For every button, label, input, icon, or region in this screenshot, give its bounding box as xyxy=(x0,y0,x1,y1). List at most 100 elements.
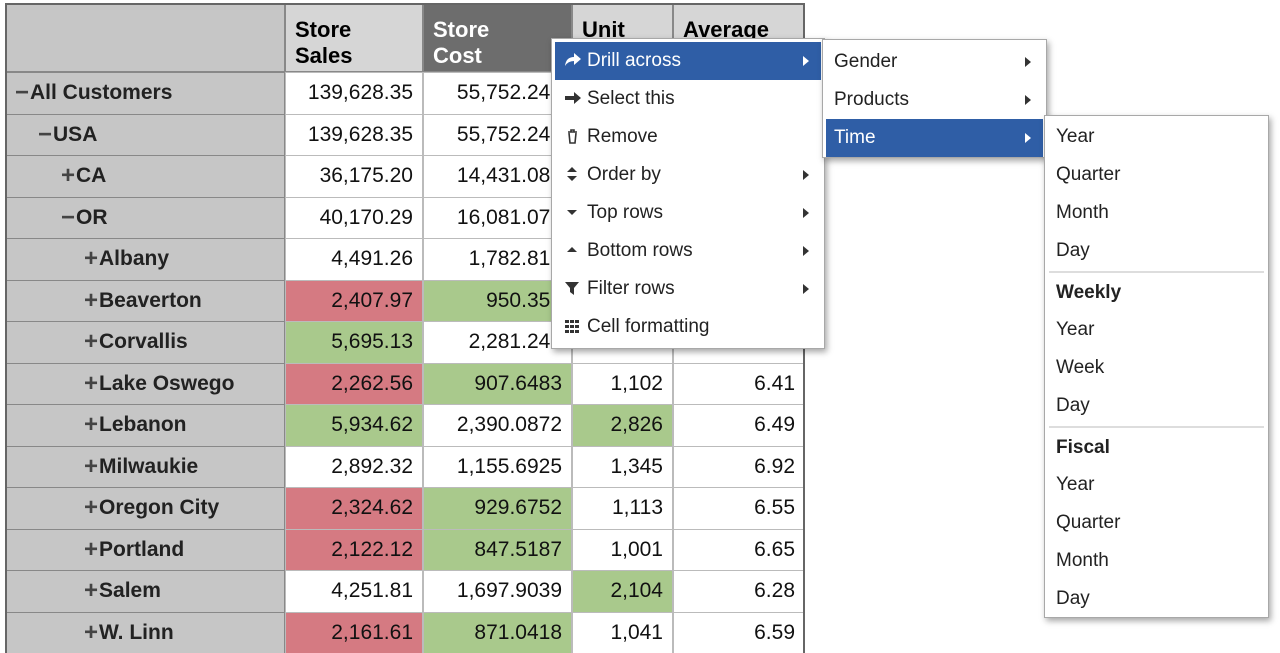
row-header[interactable]: + Beaverton xyxy=(6,279,285,322)
expand-toggle[interactable]: + xyxy=(84,618,99,646)
data-cell: 4,251.81 xyxy=(285,570,423,613)
menu-item[interactable]: Products xyxy=(826,81,1043,119)
menu-icon xyxy=(567,167,577,181)
expand-toggle[interactable]: + xyxy=(84,452,99,480)
expand-toggle[interactable]: + xyxy=(84,411,99,439)
row-header[interactable]: − USA xyxy=(6,113,285,156)
context-menu: Year Quarter Month Day Weekly Year Week Day Fisc… xyxy=(1044,115,1269,618)
menu-item[interactable]: Filter rows xyxy=(555,270,821,308)
menu-item[interactable]: Year xyxy=(1048,118,1265,156)
menu-item[interactable]: Gender xyxy=(826,43,1043,81)
submenu-arrow xyxy=(803,208,809,218)
menu-icon xyxy=(568,129,577,144)
cell-value: 1,001 xyxy=(610,537,663,561)
menu-item[interactable]: Day xyxy=(1048,232,1265,270)
expand-toggle[interactable]: + xyxy=(84,245,99,273)
expand-toggle[interactable]: + xyxy=(84,535,99,563)
menu-item[interactable]: Drill across xyxy=(555,42,821,80)
menu-item[interactable]: Month xyxy=(1048,194,1265,232)
expand-toggle[interactable]: + xyxy=(84,369,99,397)
menu-item[interactable]: Top rows xyxy=(555,194,821,232)
menu-label: Day xyxy=(1056,240,1090,261)
column-header[interactable]: Store Sales xyxy=(285,4,423,72)
menu-separator xyxy=(1049,271,1264,273)
menu-item[interactable]: Select this xyxy=(555,80,821,118)
cell-value: 6.59 xyxy=(754,620,795,644)
menu-item[interactable]: Week xyxy=(1048,349,1265,387)
data-cell: 2,122.12 xyxy=(285,528,423,571)
menu-label: Month xyxy=(1056,550,1109,571)
row-label: OR xyxy=(76,205,108,229)
row-label: Salem xyxy=(99,579,161,603)
data-cell: 6.92 xyxy=(673,445,805,488)
cell-value: 1,697.9039 xyxy=(456,579,562,603)
header-text: Store Cost xyxy=(433,17,490,68)
data-cell: 6.41 xyxy=(673,362,805,405)
cell-value: 2,104 xyxy=(610,579,663,603)
row-header[interactable]: + W. Linn xyxy=(6,611,285,653)
data-cell: 1,113 xyxy=(572,487,673,530)
context-menu: Drill across Select this Remove Order by Top… xyxy=(551,38,825,349)
heading-text: Fiscal xyxy=(1056,437,1110,458)
cell-value: 2,826 xyxy=(610,413,663,437)
cell-value: 139,628.35 xyxy=(307,81,413,105)
data-cell: 2,281.248 xyxy=(423,321,572,364)
menu-icon xyxy=(565,92,581,104)
data-cell: 2,104 xyxy=(572,570,673,613)
expand-toggle[interactable]: − xyxy=(38,120,53,148)
menu-heading: Weekly xyxy=(1048,274,1265,312)
row-header[interactable]: + Oregon City xyxy=(6,487,285,530)
expand-toggle[interactable]: + xyxy=(84,494,99,522)
row-header[interactable]: + Lake Oswego xyxy=(6,362,285,405)
expand-toggle[interactable]: + xyxy=(84,328,99,356)
cell-value: 1,113 xyxy=(612,496,663,520)
column-header[interactable] xyxy=(6,4,285,72)
cell-value: 16,081.073 xyxy=(456,205,562,229)
context-menu: Gender Products Time xyxy=(822,39,1047,158)
cell-value: 6.28 xyxy=(754,579,795,603)
menu-item[interactable]: Time xyxy=(826,119,1043,157)
menu-label: Cell formatting xyxy=(587,316,710,337)
menu-item[interactable]: Bottom rows xyxy=(555,232,821,270)
column-header[interactable]: Store Cost xyxy=(423,4,572,72)
cell-value: 5,934.62 xyxy=(331,413,413,437)
cell-value: 1,345 xyxy=(610,454,663,478)
expand-toggle[interactable]: − xyxy=(15,79,30,107)
expand-toggle[interactable]: + xyxy=(61,162,76,190)
data-cell: 1,102 xyxy=(572,362,673,405)
cell-value: 1,782.817 xyxy=(468,247,562,271)
menu-item[interactable]: Remove xyxy=(555,118,821,156)
menu-item[interactable]: Month xyxy=(1048,542,1265,580)
expand-toggle[interactable]: + xyxy=(84,286,99,314)
submenu-arrow xyxy=(1025,95,1031,105)
data-cell: 1,782.817 xyxy=(423,238,572,281)
menu-item[interactable]: Order by xyxy=(555,156,821,194)
row-header[interactable]: + Salem xyxy=(6,570,285,613)
cell-value: 2,161.61 xyxy=(331,620,413,644)
menu-label: Week xyxy=(1056,357,1105,378)
cell-value: 6.55 xyxy=(754,496,795,520)
menu-item[interactable]: Day xyxy=(1048,580,1265,618)
row-header[interactable]: + Portland xyxy=(6,528,285,571)
row-header[interactable]: + Lebanon xyxy=(6,404,285,447)
menu-item[interactable]: Year xyxy=(1048,311,1265,349)
row-header[interactable]: + Corvallis xyxy=(6,321,285,364)
menu-item[interactable]: Day xyxy=(1048,387,1265,425)
data-cell: 55,752.240 xyxy=(423,113,572,156)
row-header[interactable]: − OR xyxy=(6,196,285,239)
row-header[interactable]: + CA xyxy=(6,155,285,198)
row-header[interactable]: + Albany xyxy=(6,238,285,281)
menu-item[interactable]: Cell formatting xyxy=(555,308,821,346)
row-header[interactable]: + Milwaukie xyxy=(6,445,285,488)
data-cell: 950.359 xyxy=(423,279,572,322)
heading-text: Weekly xyxy=(1056,282,1122,303)
expand-toggle[interactable]: + xyxy=(84,577,99,605)
cell-value: 847.5187 xyxy=(474,537,562,561)
menu-icon xyxy=(567,247,577,252)
menu-item[interactable]: Year xyxy=(1048,466,1265,504)
row-header[interactable]: − All Customers xyxy=(6,72,285,115)
expand-toggle[interactable]: − xyxy=(61,203,76,231)
menu-item[interactable]: Quarter xyxy=(1048,504,1265,542)
menu-item[interactable]: Quarter xyxy=(1048,156,1265,194)
